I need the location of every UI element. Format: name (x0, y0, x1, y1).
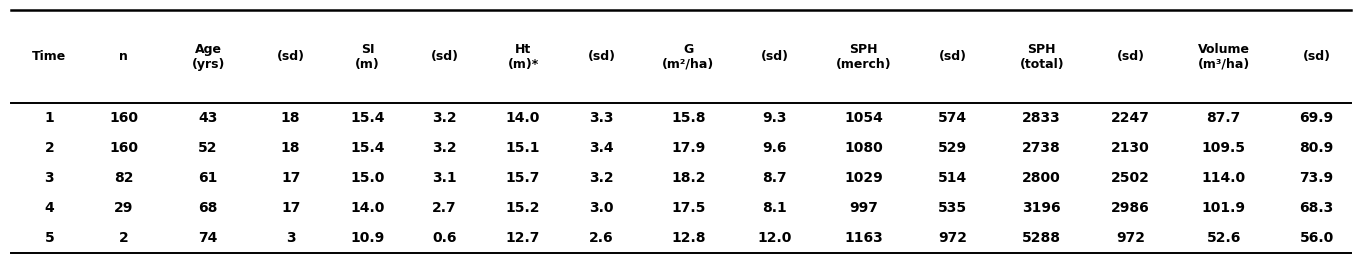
Text: 2738: 2738 (1023, 141, 1061, 155)
Text: 997: 997 (850, 201, 878, 215)
Text: (sd): (sd) (1117, 50, 1144, 63)
Text: Time: Time (33, 50, 67, 63)
Text: 73.9: 73.9 (1299, 171, 1333, 185)
Text: SPH
(total): SPH (total) (1019, 43, 1064, 70)
Text: 15.7: 15.7 (505, 171, 541, 185)
Text: Ht
(m)*: Ht (m)* (508, 43, 539, 70)
Text: 3.2: 3.2 (432, 111, 456, 125)
Text: 61: 61 (199, 171, 218, 185)
Text: 3.1: 3.1 (432, 171, 456, 185)
Text: 14.0: 14.0 (350, 201, 385, 215)
Text: 15.4: 15.4 (350, 141, 385, 155)
Text: 2.7: 2.7 (432, 201, 456, 215)
Text: 1: 1 (45, 111, 54, 125)
Text: 5288: 5288 (1023, 231, 1061, 245)
Text: 14.0: 14.0 (505, 111, 541, 125)
Text: 1080: 1080 (844, 141, 883, 155)
Text: 1163: 1163 (844, 231, 883, 245)
Text: 18.2: 18.2 (671, 171, 706, 185)
Text: (sd): (sd) (430, 50, 459, 63)
Text: 15.4: 15.4 (350, 111, 385, 125)
Text: 74: 74 (199, 231, 218, 245)
Text: 2: 2 (45, 141, 54, 155)
Text: 3: 3 (45, 171, 54, 185)
Text: 101.9: 101.9 (1201, 201, 1246, 215)
Text: (sd): (sd) (938, 50, 967, 63)
Text: 5: 5 (45, 231, 54, 245)
Text: Volume
(m³/ha): Volume (m³/ha) (1197, 43, 1250, 70)
Text: 535: 535 (938, 201, 967, 215)
Text: 52.6: 52.6 (1207, 231, 1241, 245)
Text: (sd): (sd) (276, 50, 305, 63)
Text: SI
(m): SI (m) (355, 43, 380, 70)
Text: 15.2: 15.2 (505, 201, 541, 215)
Text: 514: 514 (938, 171, 967, 185)
Text: 2: 2 (118, 231, 129, 245)
Text: 3.2: 3.2 (590, 171, 614, 185)
Text: 529: 529 (938, 141, 967, 155)
Text: 574: 574 (938, 111, 967, 125)
Text: G
(m²/ha): G (m²/ha) (662, 43, 714, 70)
Text: (sd): (sd) (761, 50, 789, 63)
Text: 15.1: 15.1 (505, 141, 541, 155)
Text: 8.1: 8.1 (763, 201, 787, 215)
Text: 56.0: 56.0 (1299, 231, 1333, 245)
Text: 1029: 1029 (844, 171, 883, 185)
Text: 17: 17 (281, 171, 301, 185)
Text: 109.5: 109.5 (1201, 141, 1246, 155)
Text: 8.7: 8.7 (763, 171, 787, 185)
Text: 1054: 1054 (844, 111, 883, 125)
Text: 3.4: 3.4 (590, 141, 614, 155)
Text: 9.6: 9.6 (763, 141, 787, 155)
Text: 3.0: 3.0 (590, 201, 614, 215)
Text: 69.9: 69.9 (1299, 111, 1333, 125)
Text: 2833: 2833 (1023, 111, 1061, 125)
Text: SPH
(merch): SPH (merch) (836, 43, 892, 70)
Text: 29: 29 (114, 201, 133, 215)
Text: 2986: 2986 (1111, 201, 1150, 215)
Text: 17: 17 (281, 201, 301, 215)
Text: 160: 160 (109, 111, 139, 125)
Text: 2502: 2502 (1111, 171, 1150, 185)
Text: 10.9: 10.9 (350, 231, 384, 245)
Text: 3.3: 3.3 (590, 111, 614, 125)
Text: 68.3: 68.3 (1299, 201, 1333, 215)
Text: 12.8: 12.8 (671, 231, 706, 245)
Text: 17.9: 17.9 (671, 141, 706, 155)
Text: 3.2: 3.2 (432, 141, 456, 155)
Text: 114.0: 114.0 (1201, 171, 1246, 185)
Text: 18: 18 (281, 141, 301, 155)
Text: 972: 972 (938, 231, 967, 245)
Text: 82: 82 (114, 171, 133, 185)
Text: (sd): (sd) (1302, 50, 1331, 63)
Text: 43: 43 (199, 111, 218, 125)
Text: 160: 160 (109, 141, 139, 155)
Text: 4: 4 (45, 201, 54, 215)
Text: n: n (120, 50, 128, 63)
Text: 3196: 3196 (1023, 201, 1061, 215)
Text: Age
(yrs): Age (yrs) (192, 43, 225, 70)
Text: 15.0: 15.0 (350, 171, 385, 185)
Text: 2130: 2130 (1111, 141, 1150, 155)
Text: 15.8: 15.8 (671, 111, 706, 125)
Text: 2247: 2247 (1111, 111, 1150, 125)
Text: 17.5: 17.5 (671, 201, 706, 215)
Text: 972: 972 (1117, 231, 1145, 245)
Text: 68: 68 (199, 201, 218, 215)
Text: 0.6: 0.6 (432, 231, 456, 245)
Text: 2800: 2800 (1023, 171, 1061, 185)
Text: 18: 18 (281, 111, 301, 125)
Text: (sd): (sd) (587, 50, 616, 63)
Text: 87.7: 87.7 (1207, 111, 1241, 125)
Text: 12.0: 12.0 (757, 231, 791, 245)
Text: 3: 3 (286, 231, 296, 245)
Text: 2.6: 2.6 (590, 231, 614, 245)
Text: 80.9: 80.9 (1299, 141, 1333, 155)
Text: 9.3: 9.3 (763, 111, 787, 125)
Text: 52: 52 (199, 141, 218, 155)
Text: 12.7: 12.7 (505, 231, 541, 245)
